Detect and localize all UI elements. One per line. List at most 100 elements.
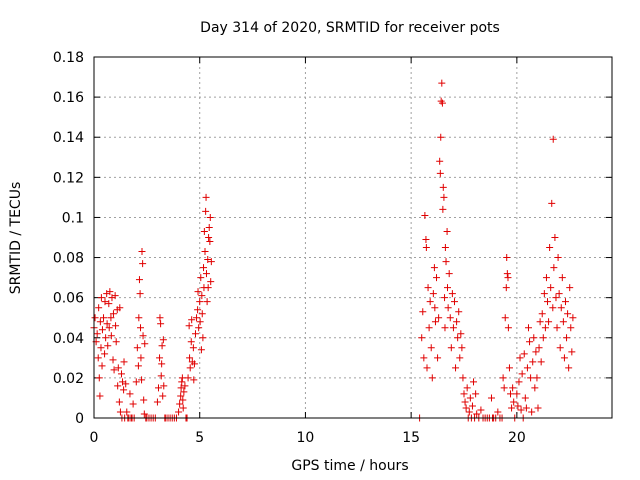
data-point: [120, 386, 128, 394]
data-point: [105, 300, 113, 308]
data-point: [129, 400, 137, 408]
data-point: [202, 193, 210, 201]
data-point: [458, 344, 466, 352]
data-point: [452, 364, 460, 372]
data-point: [466, 394, 474, 402]
data-point: [102, 334, 110, 342]
data-point: [96, 318, 104, 326]
data-point: [180, 388, 188, 396]
y-tick-label: 0: [75, 411, 84, 427]
y-tick-label: 0.06: [53, 291, 84, 307]
data-point: [456, 354, 464, 362]
data-point: [515, 378, 523, 386]
data-point: [107, 314, 115, 322]
data-point: [107, 332, 115, 340]
y-tick-label: 0.1: [62, 210, 84, 226]
data-point: [444, 304, 452, 312]
data-point: [100, 314, 108, 322]
data-point: [537, 358, 545, 366]
data-point: [545, 318, 553, 326]
data-point: [540, 290, 548, 298]
data-point: [436, 169, 444, 177]
data-point: [508, 404, 516, 412]
data-point: [159, 392, 167, 400]
data-point: [461, 398, 469, 406]
data-point: [94, 354, 102, 362]
data-point: [422, 244, 430, 252]
data-point: [425, 324, 433, 332]
data-point: [139, 332, 147, 340]
data-point: [439, 183, 447, 191]
data-point: [193, 314, 201, 322]
data-point: [116, 304, 124, 312]
data-point: [560, 354, 568, 362]
x-tick-label: 0: [90, 430, 99, 446]
data-point: [139, 260, 147, 268]
data-point: [522, 404, 530, 412]
data-point: [558, 274, 566, 282]
data-point: [120, 358, 128, 366]
data-point: [433, 274, 441, 282]
data-point: [96, 392, 104, 400]
data-point: [503, 254, 511, 262]
y-tick-label: 0.16: [53, 90, 84, 106]
data-point: [514, 402, 522, 410]
data-point: [477, 406, 485, 414]
x-tick-label: 20: [508, 430, 526, 446]
data-point: [426, 298, 434, 306]
data-point: [438, 79, 446, 87]
y-tick-label: 0.18: [53, 50, 84, 66]
data-point: [153, 398, 161, 406]
data-point: [93, 330, 101, 338]
data-point: [104, 342, 112, 350]
data-point: [454, 334, 462, 342]
data-point: [428, 374, 436, 382]
data-point: [531, 384, 539, 392]
data-point: [472, 390, 480, 398]
data-point: [527, 374, 535, 382]
data-point: [529, 358, 537, 366]
data-point: [136, 290, 144, 298]
data-point: [137, 324, 145, 332]
data-point: [457, 330, 465, 338]
data-point: [200, 227, 208, 235]
data-point: [117, 370, 125, 378]
data-point: [502, 284, 510, 292]
data-point: [436, 157, 444, 165]
data-point: [116, 408, 124, 416]
data-point: [194, 306, 202, 314]
data-point: [453, 318, 461, 326]
data-point: [437, 133, 445, 141]
data-point: [154, 384, 162, 392]
data-point: [97, 294, 105, 302]
data-point: [112, 338, 120, 346]
data-point: [160, 382, 168, 390]
data-point: [442, 258, 450, 266]
data-point: [186, 364, 194, 372]
data-point: [95, 304, 103, 312]
data-point: [95, 374, 103, 382]
data-point: [196, 318, 204, 326]
data-point: [97, 344, 105, 352]
data-point: [463, 384, 471, 392]
data-point: [190, 360, 198, 368]
data-point: [112, 322, 120, 330]
data-point: [435, 314, 443, 322]
data-point: [103, 320, 111, 328]
data-point: [202, 207, 210, 215]
data-point: [547, 284, 555, 292]
data-point: [565, 364, 573, 372]
data-point: [504, 274, 512, 282]
data-point: [156, 314, 164, 322]
data-point: [446, 314, 454, 322]
data-point: [101, 298, 109, 306]
data-point: [197, 346, 205, 354]
data-point: [132, 378, 140, 386]
data-point: [199, 334, 207, 342]
data-point: [450, 298, 458, 306]
data-point: [528, 408, 536, 416]
data-point: [197, 274, 205, 282]
data-point: [441, 324, 449, 332]
data-point: [140, 396, 148, 404]
